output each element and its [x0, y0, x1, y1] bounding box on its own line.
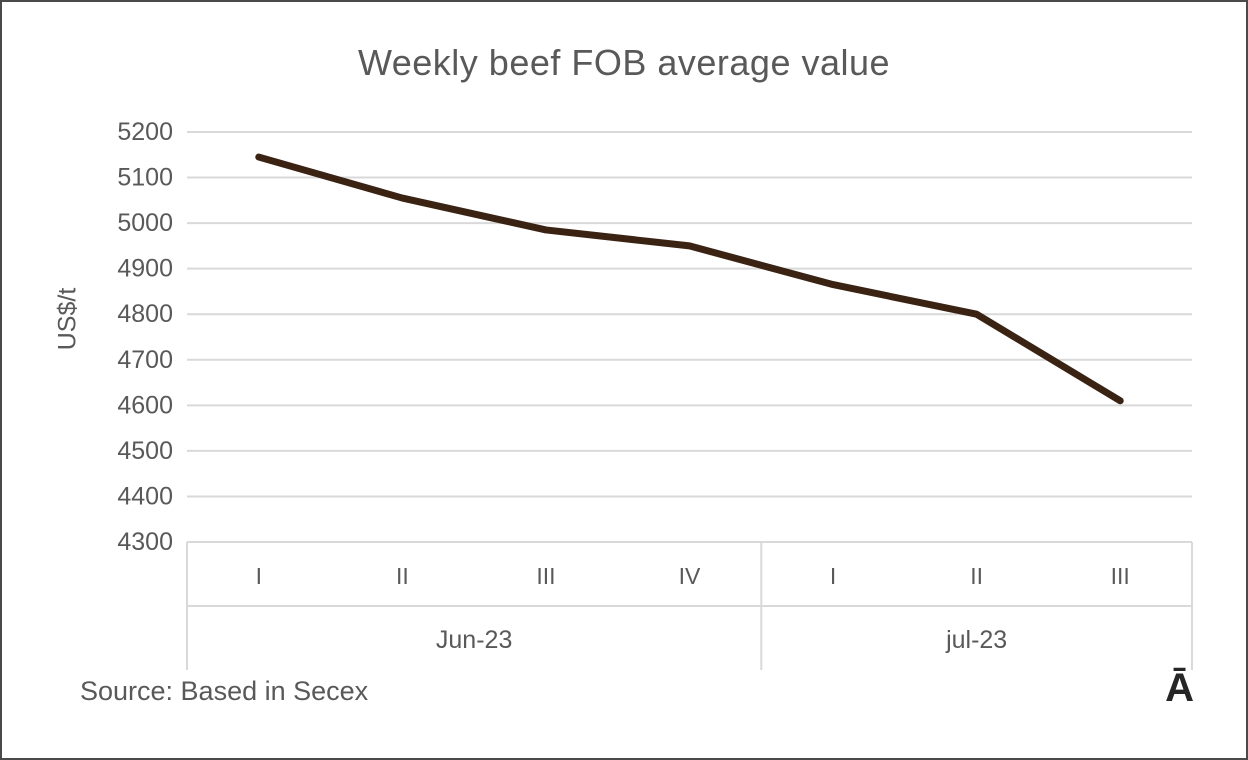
y-tick-label: 4500 — [117, 437, 173, 465]
group-label: jul-23 — [945, 626, 1007, 654]
x-tick-label: I — [256, 563, 262, 589]
group-label: Jun-23 — [436, 626, 512, 654]
source-note: Source: Based in Secex — [80, 676, 369, 706]
x-tick-label: I — [830, 563, 836, 589]
series-line — [255, 153, 1124, 405]
x-tick-label: II — [396, 563, 409, 589]
y-tick-label: 5200 — [117, 118, 173, 146]
x-tick-label: III — [1111, 563, 1130, 589]
y-tick-label: 4900 — [117, 255, 173, 283]
brand-logo: Ā — [1165, 666, 1194, 710]
y-tick-label: 4700 — [117, 346, 173, 374]
y-tick-label: 4400 — [117, 482, 173, 510]
x-tick-label: III — [536, 563, 555, 589]
y-tick-label: 5000 — [117, 209, 173, 237]
y-tick-label: 4800 — [117, 300, 173, 328]
chart-title: Weekly beef FOB average value — [357, 42, 891, 83]
y-axis-title: US$/t — [53, 287, 82, 351]
y-tick-label: 5100 — [117, 164, 173, 192]
y-tick-label: 4300 — [117, 528, 173, 556]
x-tick-label: IV — [679, 563, 701, 589]
x-tick-label: II — [970, 563, 983, 589]
y-tick-label: 4600 — [117, 391, 173, 419]
